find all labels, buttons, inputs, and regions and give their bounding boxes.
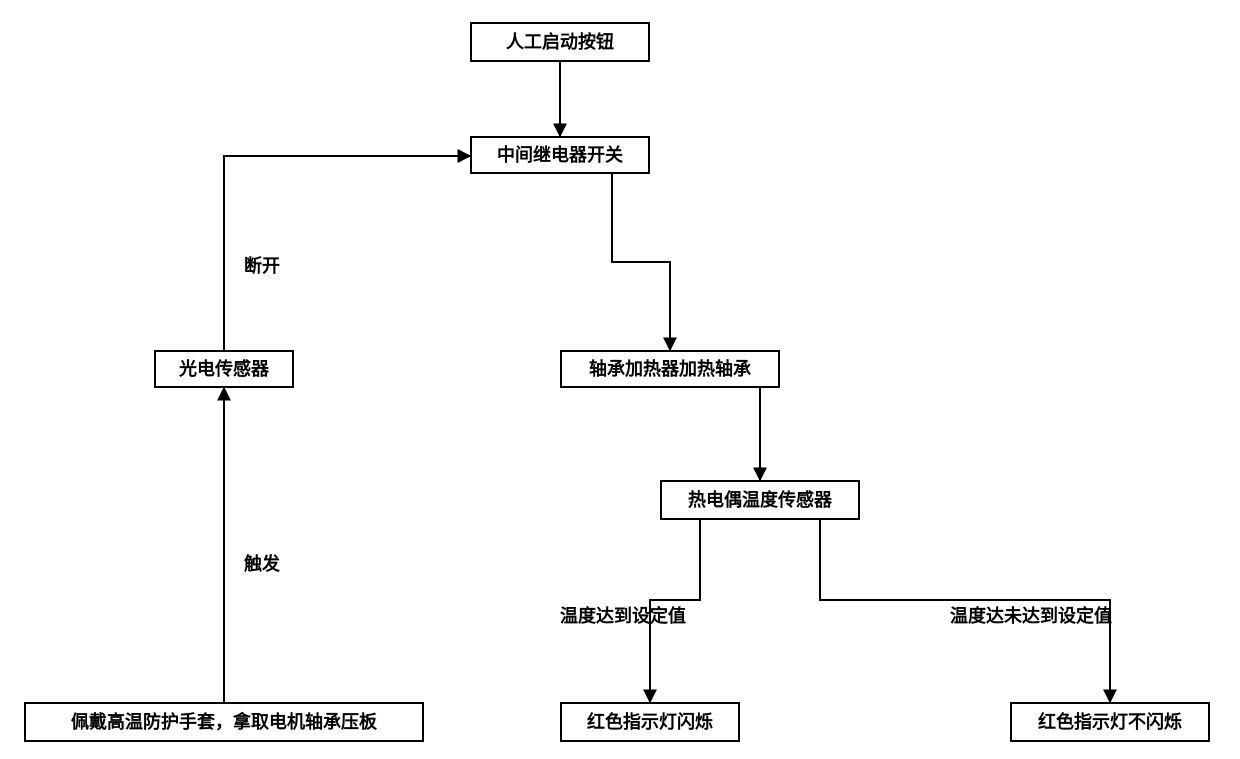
- edge-label-e6: 触发: [244, 550, 280, 576]
- node-optical-sensor: 光电传感器: [154, 350, 294, 388]
- node-thermo: 热电偶温度传感器: [660, 480, 860, 520]
- node-led-blink: 红色指示灯闪烁: [560, 702, 740, 742]
- node-start: 人工启动按钮: [470, 22, 650, 62]
- node-led-noblink: 红色指示灯不闪烁: [1010, 702, 1210, 742]
- node-relay: 中间继电器开关: [470, 136, 650, 174]
- node-heater: 轴承加热器加热轴承: [560, 350, 780, 388]
- edge-label-e4: 温度达到设定值: [560, 602, 686, 628]
- node-gloves: 佩戴高温防护手套，拿取电机轴承压板: [24, 702, 424, 742]
- edge-label-e5: 温度达未达到设定值: [950, 602, 1112, 628]
- edge-label-e7: 断开: [244, 252, 280, 278]
